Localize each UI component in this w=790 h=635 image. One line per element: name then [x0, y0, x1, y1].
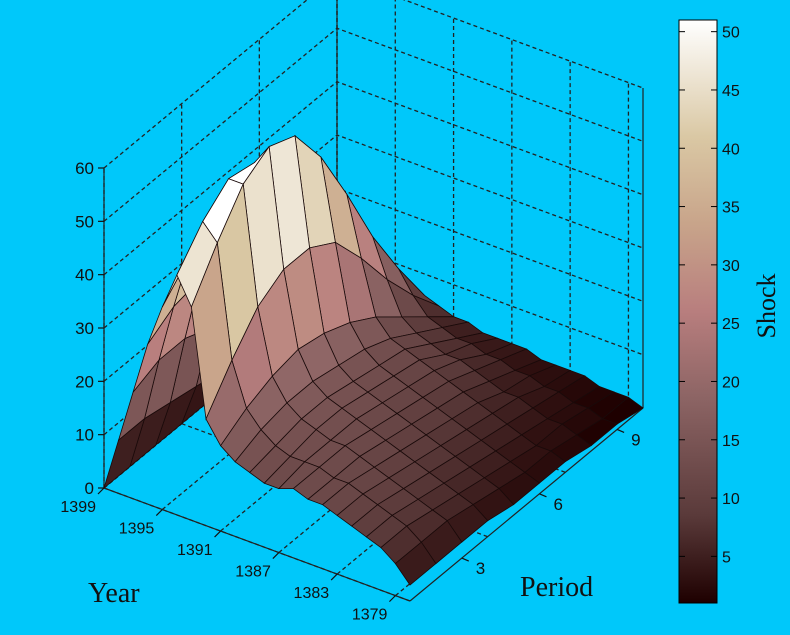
- z-tick-label: 60: [75, 159, 94, 178]
- colorbar-title: Shock: [752, 274, 781, 339]
- surface-patch: [394, 541, 437, 586]
- period-tick: [616, 428, 625, 433]
- period-tick-label: 6: [553, 495, 562, 514]
- year-tick: [214, 530, 221, 538]
- colorbar-tick-label: 25: [722, 316, 740, 333]
- period-tick-label: 3: [476, 559, 485, 578]
- y-axis-title: Period: [520, 572, 593, 603]
- year-tick: [155, 509, 163, 516]
- x-axis-title: Year: [88, 578, 140, 609]
- year-tick-label: 1387: [235, 564, 271, 581]
- colorbar-tick-label: 35: [722, 200, 740, 217]
- z-tick-label: 30: [75, 319, 94, 338]
- year-tick-label: 1391: [177, 542, 213, 559]
- year-tick-label: 1379: [352, 607, 388, 624]
- period-tick-label: 9: [631, 430, 640, 449]
- box-edge: [409, 407, 644, 602]
- year-tick: [272, 552, 280, 559]
- colorbar-tick-label: 40: [722, 141, 740, 158]
- year-tick-label: 1383: [294, 585, 330, 602]
- z-tick-label: 10: [75, 426, 94, 445]
- year-tick: [389, 595, 396, 603]
- colorbar-tick-label: 50: [722, 25, 740, 42]
- year-tick: [330, 573, 338, 581]
- z-tick-label: 40: [75, 266, 94, 285]
- colorbar-tick-label: 10: [722, 491, 740, 508]
- colorbar-tick-label: 20: [722, 374, 740, 391]
- period-tick: [461, 557, 470, 562]
- colorbar-ticks: 5 10 15 20 25 30 35 40 45 50: [679, 25, 740, 566]
- colorbar-tick-label: 15: [722, 433, 740, 450]
- year-tick-label: 1395: [119, 521, 155, 538]
- axis-layer: 0 10 20 30 40 50 60 1399 1395 1391 1387 1383 1379 3 6 9: [60, 159, 640, 624]
- year-tick: [97, 487, 105, 495]
- z-tick-label: 50: [75, 212, 94, 231]
- year-tick-label: 1399: [60, 499, 96, 516]
- gridline-z-60: [103, 0, 644, 169]
- period-tick: [539, 493, 547, 498]
- box-edge: [103, 487, 411, 602]
- z-tick-label: 20: [75, 372, 94, 391]
- z-tick-label: 0: [85, 479, 94, 498]
- colorbar-tick-label: 5: [722, 549, 731, 566]
- colorbar-tick-label: 30: [722, 258, 740, 275]
- colorbar-tick-label: 45: [722, 83, 740, 100]
- colorbar: [678, 19, 718, 604]
- gridline-z-50: [103, 27, 644, 222]
- surface-layer: [103, 134, 644, 586]
